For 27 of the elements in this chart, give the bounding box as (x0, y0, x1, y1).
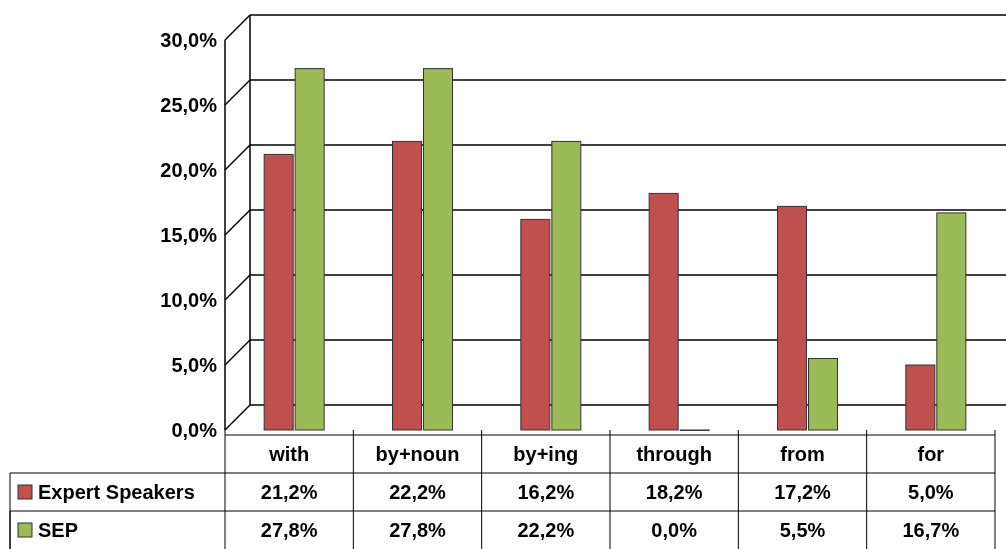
x-tick-label: from (780, 443, 825, 465)
data-label: 27,8% (389, 519, 447, 541)
data-label: 16,2% (517, 481, 575, 503)
y-tick-label: 5,0% (171, 354, 218, 376)
x-tick-label: with (268, 443, 310, 465)
x-tick-label: through (636, 443, 712, 465)
data-label: 5,0% (908, 481, 954, 503)
data-label: 18,2% (645, 481, 703, 503)
legend-label: Expert Speakers (38, 481, 195, 503)
x-tick-label: for (917, 443, 945, 465)
x-tick-label: by+noun (375, 443, 460, 465)
x-tick-label: by+ing (513, 443, 579, 465)
data-label: 17,2% (774, 481, 832, 503)
data-label: 0,0% (651, 519, 698, 541)
y-tick-label: 10,0% (160, 289, 218, 311)
y-tick-label: 20,0% (160, 159, 218, 181)
y-tick-label: 15,0% (160, 224, 218, 246)
data-label: 22,2% (517, 519, 575, 541)
y-tick-label: 0,0% (171, 419, 218, 441)
legend-label: SEP (38, 519, 79, 541)
y-tick-label: 25,0% (160, 94, 218, 116)
data-label: 16,7% (902, 519, 960, 541)
data-label: 22,2% (389, 481, 447, 503)
y-tick-label: 30,0% (160, 29, 218, 51)
data-label: 5,5% (779, 519, 826, 541)
data-label: 27,8% (260, 519, 318, 541)
data-label: 21,2% (260, 481, 318, 503)
